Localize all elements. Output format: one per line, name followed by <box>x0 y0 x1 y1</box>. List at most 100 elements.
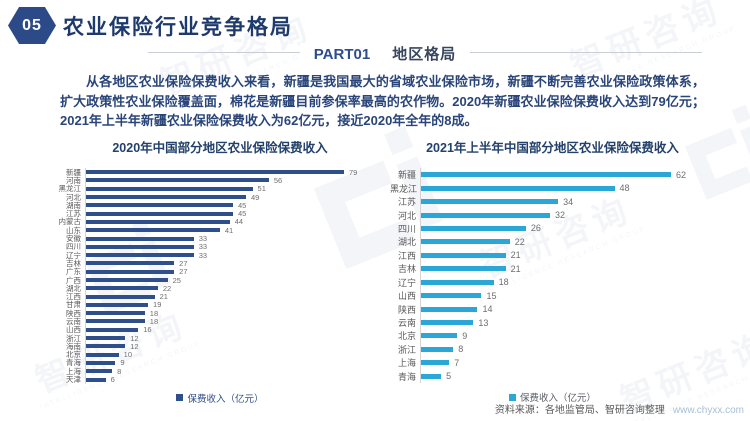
bar <box>421 320 474 326</box>
bar-row: 河北 32 <box>390 208 715 222</box>
bar-track: 48 <box>420 181 671 195</box>
bar <box>86 311 145 316</box>
chart-2020-premium-income: 2020年中国部分地区农业保险保费收入 新疆 79 河南 56 黑龙江 51 河北 49 湖南 4… <box>55 140 385 405</box>
bar-row: 江西 21 <box>55 292 385 301</box>
bar-row: 浙江 8 <box>390 342 715 357</box>
category-label: 江苏 <box>66 209 81 219</box>
bar-row: 浙江 12 <box>55 333 385 343</box>
legend: 保费收入（亿元） <box>55 391 385 405</box>
legend-swatch <box>508 393 516 401</box>
bar-row: 天津 6 <box>55 375 385 385</box>
bar <box>421 212 551 218</box>
bar-track: 33 <box>85 242 344 251</box>
bar-row: 湖南 45 <box>55 200 385 210</box>
bar-row: 山东 41 <box>55 226 385 235</box>
value-label: 45 <box>237 209 247 219</box>
source-website: www.chyxx.com <box>672 405 744 416</box>
category-label: 山西 <box>66 325 81 335</box>
category-label: 江苏 <box>397 197 416 208</box>
category-label: 吉林 <box>66 258 81 268</box>
body-paragraph: 从各地区农业保险保费收入来看，新疆是我国最大的省域农业保险市场，新疆不断完善农业… <box>60 74 705 128</box>
value-label: 51 <box>257 184 266 194</box>
value-label: 62 <box>676 169 687 180</box>
bar-track: 21 <box>420 262 671 276</box>
category-label: 青海 <box>66 358 81 368</box>
bar-track: 10 <box>85 350 344 360</box>
category-label: 四川 <box>397 223 416 234</box>
value-label: 19 <box>153 300 162 310</box>
category-label: 河南 <box>66 175 81 185</box>
bar-track: 12 <box>85 333 344 343</box>
bar-track: 27 <box>85 267 344 276</box>
legend: 保费收入（亿元） <box>390 390 715 404</box>
bar-row: 上海 8 <box>55 366 385 376</box>
value-label: 21 <box>510 263 521 274</box>
value-label: 12 <box>130 333 139 343</box>
bar <box>421 373 442 379</box>
value-label: 7 <box>454 357 460 368</box>
value-label: 6 <box>110 375 115 385</box>
bar <box>86 261 175 266</box>
bar <box>86 186 253 191</box>
bar-row: 云南 18 <box>55 317 385 326</box>
category-label: 吉林 <box>397 264 416 275</box>
bar <box>86 336 126 341</box>
bar-row: 新疆 62 <box>390 168 715 182</box>
value-label: 34 <box>563 196 574 207</box>
bar <box>421 333 458 339</box>
bar <box>421 239 510 245</box>
category-label: 江西 <box>397 250 416 261</box>
bar <box>86 244 194 249</box>
bar-row: 河南 56 <box>55 175 385 185</box>
bar-track: 32 <box>420 208 671 222</box>
category-label: 浙江 <box>397 344 416 355</box>
bar <box>421 225 526 231</box>
bar <box>86 253 194 258</box>
part-heading: PART01 地区格局 <box>299 43 471 64</box>
bar-track: 51 <box>85 184 344 194</box>
value-label: 21 <box>510 250 521 261</box>
category-label: 上海 <box>66 366 81 376</box>
bar <box>86 228 220 233</box>
bar-track: 9 <box>85 358 344 367</box>
bar-row: 陕西 18 <box>55 308 385 318</box>
bar-track: 26 <box>420 221 671 236</box>
bar <box>421 293 482 299</box>
bar-track: 8 <box>420 342 671 357</box>
bar-row: 广东 27 <box>55 267 385 277</box>
value-label: 56 <box>273 175 283 185</box>
bar <box>421 306 478 312</box>
bar-row: 北京 9 <box>390 329 715 343</box>
category-label: 山西 <box>397 291 416 302</box>
category-label: 湖南 <box>66 200 81 210</box>
category-label: 上海 <box>397 358 416 369</box>
bar <box>421 346 454 352</box>
category-label: 河北 <box>66 192 81 202</box>
bar-track: 33 <box>85 234 344 243</box>
bar-row: 江苏 45 <box>55 209 385 219</box>
chart-title: 2020年中国部分地区农业保险保费收入 <box>112 141 328 155</box>
value-label: 27 <box>179 258 188 268</box>
value-label: 18 <box>149 308 159 318</box>
value-label: 10 <box>123 350 132 360</box>
value-label: 13 <box>478 317 489 328</box>
category-label: 四川 <box>66 242 81 252</box>
bar-track: 8 <box>85 366 344 376</box>
value-label: 8 <box>117 366 122 376</box>
bar-track: 25 <box>85 276 344 285</box>
bar-row: 陕西 14 <box>390 302 715 316</box>
category-label: 广东 <box>66 267 81 277</box>
bar-track: 56 <box>85 175 344 185</box>
bar-track: 14 <box>420 302 671 316</box>
bar-track: 18 <box>85 317 344 326</box>
bar-track: 7 <box>420 356 671 370</box>
category-label: 陕西 <box>66 308 81 318</box>
category-label: 北京 <box>397 331 416 342</box>
category-label: 浙江 <box>66 333 81 343</box>
chart-2021h1-premium-income: 2021年上半年中国部分地区农业保险保费收入 新疆 62 黑龙江 48 江苏 34 河北 32… <box>390 140 715 404</box>
category-label: 甘肃 <box>66 300 81 310</box>
category-label: 云南 <box>66 317 81 326</box>
category-label: 北京 <box>66 350 81 360</box>
bar-row: 山西 15 <box>390 288 715 303</box>
bar-track: 13 <box>420 315 671 330</box>
